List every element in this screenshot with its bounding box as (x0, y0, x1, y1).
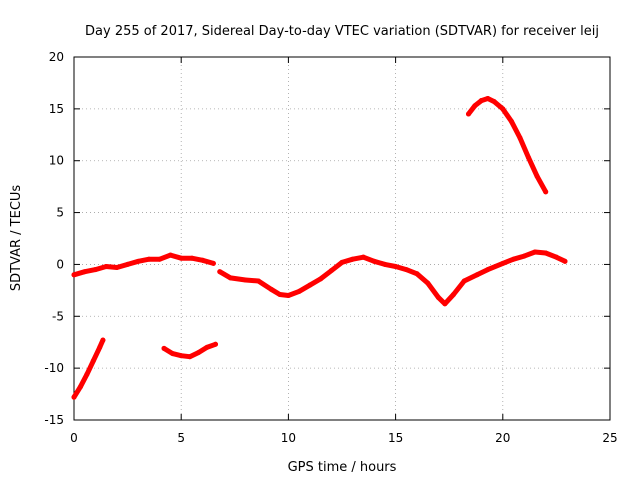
data-point (178, 255, 184, 261)
data-point (161, 345, 167, 351)
data-point (187, 354, 193, 360)
data-point (435, 295, 441, 301)
data-point (71, 394, 77, 400)
x-tick-label: 20 (495, 431, 510, 445)
data-point (465, 111, 471, 117)
data-point (485, 267, 491, 273)
x-tick-label: 25 (602, 431, 617, 445)
data-point (478, 98, 484, 104)
data-point (90, 358, 96, 364)
data-point (296, 288, 302, 294)
y-tick-label: 15 (49, 102, 64, 116)
x-tick-label: 10 (281, 431, 296, 445)
data-point (97, 344, 103, 350)
data-point (491, 99, 497, 105)
data-point (200, 257, 206, 263)
data-point (82, 269, 88, 275)
data-point (485, 95, 491, 101)
data-point (414, 271, 420, 277)
data-point (92, 267, 98, 273)
data-point (517, 135, 523, 141)
data-point (350, 256, 356, 262)
data-point (84, 371, 90, 377)
data-point (243, 277, 249, 283)
data-point (167, 252, 173, 258)
data-point (125, 261, 131, 267)
data-point (170, 351, 176, 357)
data-point (461, 278, 467, 284)
data-point (472, 103, 478, 109)
data-point (195, 350, 201, 356)
data-point (534, 173, 540, 179)
data-point (217, 269, 223, 275)
data-point (511, 256, 517, 262)
data-point (268, 286, 274, 292)
data-point (500, 106, 506, 112)
data-point (77, 384, 83, 390)
x-tick-label: 0 (70, 431, 78, 445)
data-point (339, 259, 345, 265)
data-point (135, 258, 141, 264)
y-tick-label: 0 (56, 257, 64, 271)
data-point (103, 264, 109, 270)
series-line-segment-5 (466, 96, 549, 195)
y-tick-label: -5 (52, 309, 64, 323)
x-tick-label: 15 (388, 431, 403, 445)
data-point (146, 256, 152, 262)
data-point (277, 292, 283, 298)
series-layer (71, 95, 568, 400)
data-point (157, 256, 163, 262)
data-point (318, 276, 324, 282)
plot-frame (73, 56, 611, 421)
data-point (114, 265, 120, 271)
grid-layer (74, 57, 610, 420)
data-point (553, 254, 559, 260)
data-point (360, 254, 366, 260)
data-point (425, 280, 431, 286)
y-tick-label: -10 (44, 361, 64, 375)
data-point (521, 253, 527, 259)
data-point (285, 293, 291, 299)
data-point (442, 301, 448, 307)
data-point (228, 275, 234, 281)
data-point (403, 267, 409, 273)
data-point (255, 278, 261, 284)
y-axis-label: SDTVAR / TECUs (9, 185, 24, 292)
data-point (307, 282, 313, 288)
data-point (543, 250, 549, 256)
y-tick-label: -15 (44, 413, 64, 427)
data-point (532, 249, 538, 255)
x-tick-label: 5 (177, 431, 185, 445)
data-point (393, 264, 399, 270)
chart-title: Day 255 of 2017, Sidereal Day-to-day VTE… (85, 24, 599, 39)
data-point (189, 255, 195, 261)
data-point (474, 272, 480, 278)
y-tick-label: 20 (49, 50, 64, 64)
tick-layer: 0 5 10 15 20 25 -15 -10 -5 0 5 10 15 20 (44, 50, 617, 445)
data-point (210, 260, 216, 266)
x-axis-label: GPS time / hours (288, 460, 397, 475)
data-point (543, 189, 549, 195)
data-point (500, 260, 506, 266)
data-point (328, 268, 334, 274)
data-point (213, 341, 219, 347)
data-point (526, 155, 532, 161)
data-point (100, 337, 106, 343)
y-tick-label: 10 (49, 154, 64, 168)
y-tick-label: 5 (56, 206, 64, 220)
data-point (508, 118, 514, 124)
data-point (204, 344, 210, 350)
data-point (178, 353, 184, 359)
data-point (382, 261, 388, 267)
data-point (71, 272, 77, 278)
data-point (371, 258, 377, 264)
data-point (450, 292, 456, 298)
data-point (562, 258, 568, 264)
